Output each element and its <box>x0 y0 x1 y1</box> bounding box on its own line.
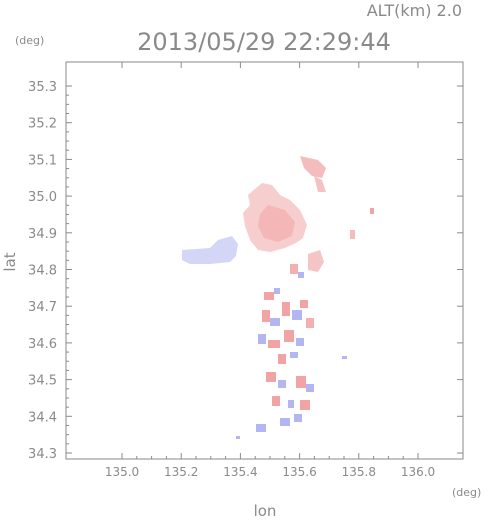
x-tick-group: 135.0 135.2 135.4 135.6 135.8 136.0 <box>105 62 435 479</box>
y-tick-label: 35.3 <box>28 80 57 95</box>
y-tick-label: 34.8 <box>28 264 57 279</box>
y-tick-label: 34.6 <box>28 337 57 352</box>
x-tick-label: 135.2 <box>164 465 198 479</box>
y-tick-label: 34.5 <box>28 374 57 389</box>
y-tick-label: 34.9 <box>28 227 57 242</box>
altitude-label: ALT(km) 2.0 <box>367 1 462 20</box>
y-tick-label: 35.2 <box>28 117 57 132</box>
x-tick-label: 135.6 <box>282 465 316 479</box>
x-unit-label: (deg) <box>452 486 481 499</box>
y-tick-label: 34.3 <box>28 447 57 462</box>
y-tick-label: 34.7 <box>28 300 57 315</box>
echo-south-column <box>236 264 314 439</box>
y-tick-label: 34.4 <box>28 410 57 425</box>
echo-north-core <box>258 205 295 242</box>
x-tick-label: 135.0 <box>105 465 139 479</box>
echo-northeast-small <box>314 176 326 192</box>
echo-far-east <box>370 208 374 214</box>
y-axis-title: lat <box>1 252 19 271</box>
radar-echo-field <box>182 156 374 439</box>
echo-west-negative <box>182 236 238 264</box>
y-tick-label: 35.0 <box>28 190 57 205</box>
echo-northeast <box>300 156 326 178</box>
y-tick-group: 35.3 35.2 35.1 35.0 34.9 34.8 34.7 34.6 34.5 34.4… <box>28 80 463 462</box>
x-tick-label: 136.0 <box>401 465 435 479</box>
timestamp-title: 2013/05/29 22:29:44 <box>137 28 391 56</box>
x-axis-title: lon <box>254 502 277 520</box>
x-tick-label: 135.8 <box>342 465 376 479</box>
echo-east <box>308 250 324 272</box>
y-unit-label: (deg) <box>15 34 44 47</box>
x-tick-label: 135.4 <box>223 465 257 479</box>
echo-east-2 <box>350 230 355 239</box>
echo-east-3 <box>342 356 347 359</box>
y-tick-label: 35.1 <box>28 153 57 168</box>
plot-frame <box>65 61 464 460</box>
